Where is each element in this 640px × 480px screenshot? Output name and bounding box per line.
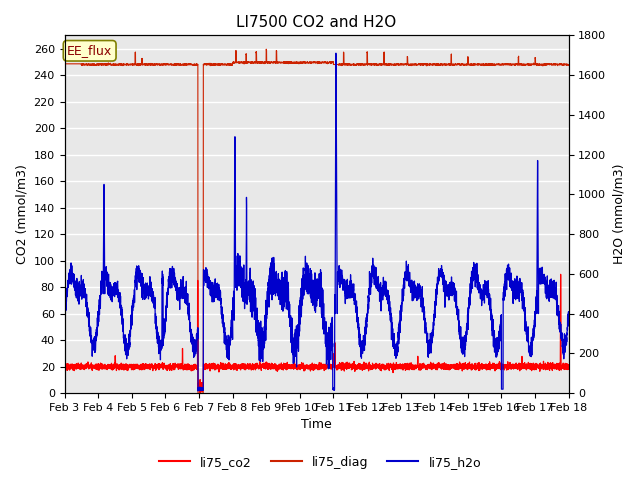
Legend: li75_co2, li75_diag, li75_h2o: li75_co2, li75_diag, li75_h2o <box>154 451 486 474</box>
Y-axis label: H2O (mmol/m3): H2O (mmol/m3) <box>612 164 625 264</box>
X-axis label: Time: Time <box>301 419 332 432</box>
Text: EE_flux: EE_flux <box>67 44 112 57</box>
Title: LI7500 CO2 and H2O: LI7500 CO2 and H2O <box>236 15 397 30</box>
Y-axis label: CO2 (mmol/m3): CO2 (mmol/m3) <box>15 164 28 264</box>
